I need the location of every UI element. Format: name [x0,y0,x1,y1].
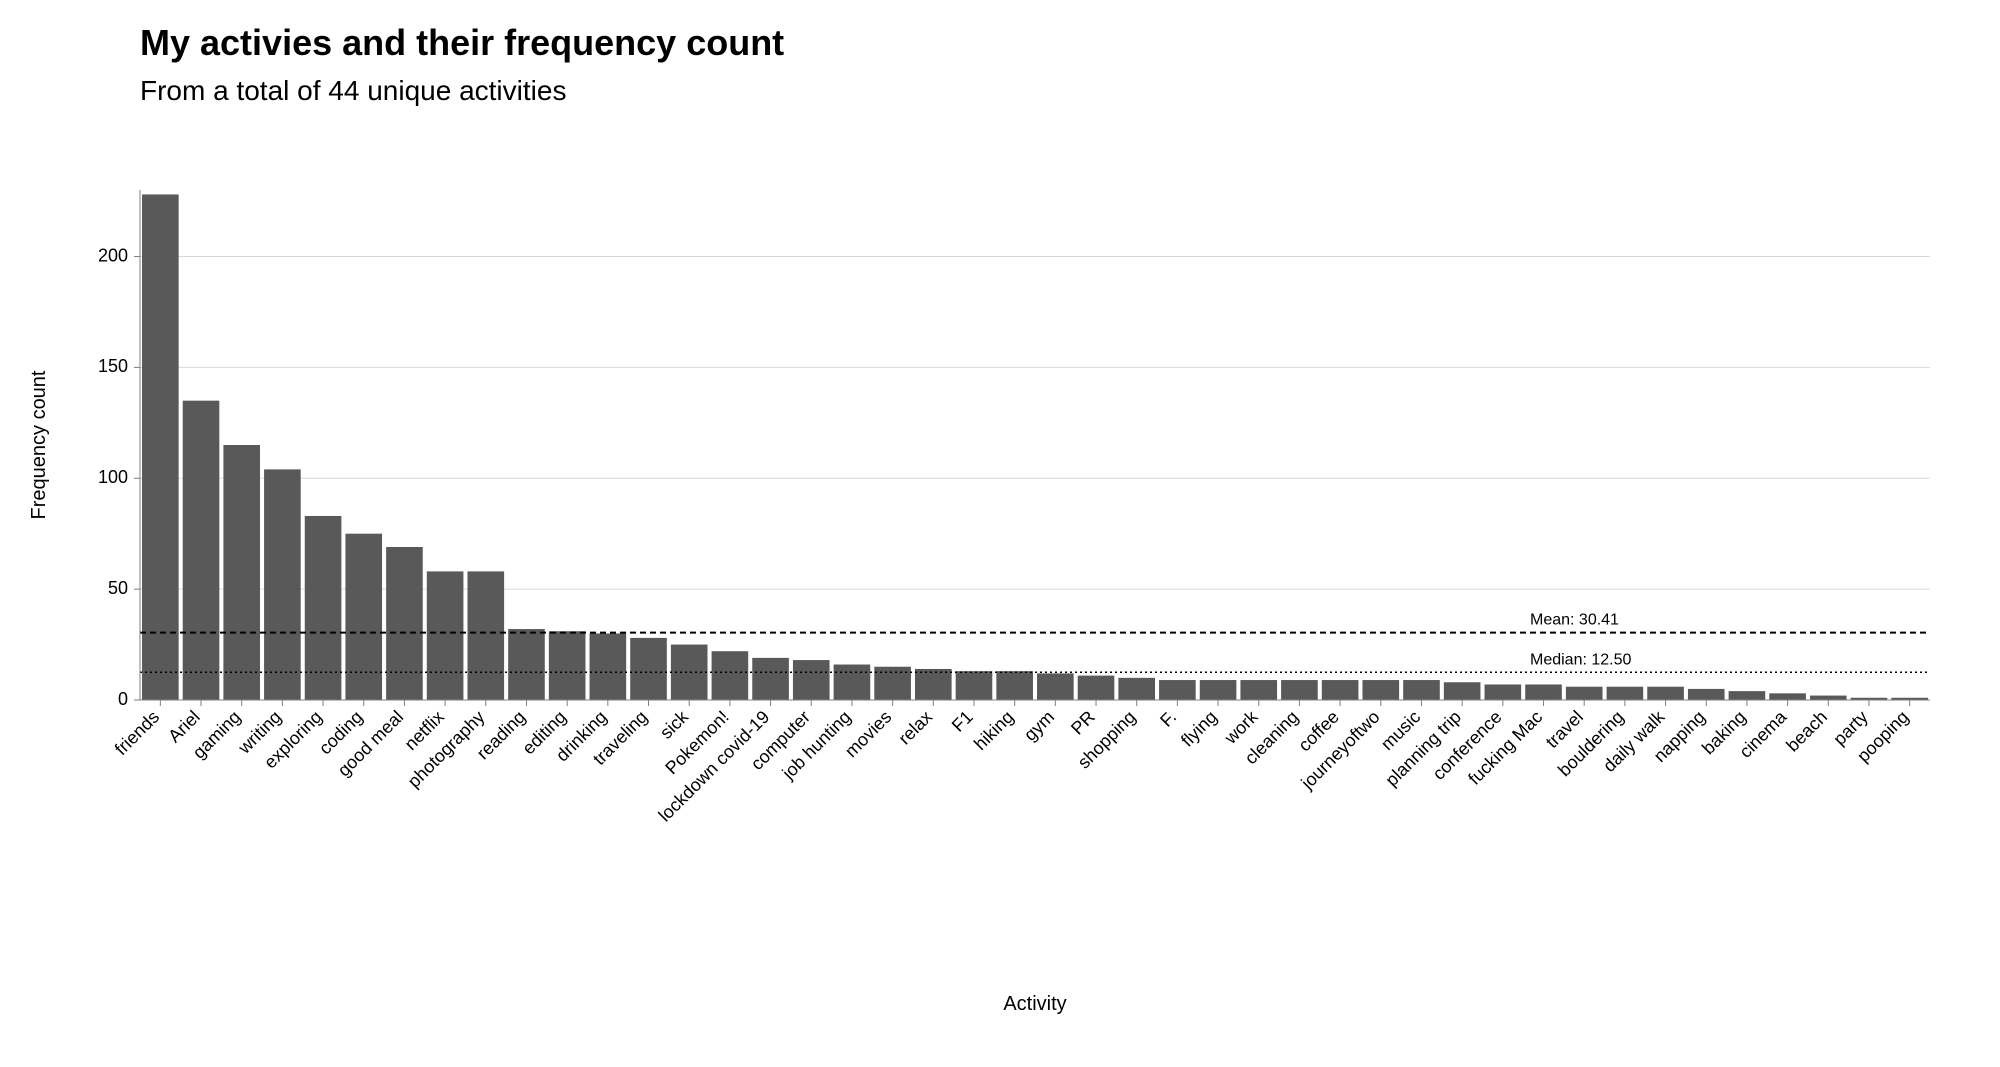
bar [630,638,667,700]
chart-subtitle: From a total of 44 unique activities [140,75,566,106]
bar [1240,680,1277,700]
y-axis-label: Frequency count [28,370,50,519]
chart-title: My activies and their frequency count [140,22,784,63]
y-tick-label: 50 [108,578,128,598]
y-tick-label: 100 [98,467,128,487]
bar [508,629,545,700]
mean-line-label: Mean: 30.41 [1530,612,1619,629]
bar [1525,684,1562,700]
bar [793,660,830,700]
bar [834,665,871,700]
bar [1810,696,1847,700]
chart-container: Mean: 30.41Median: 12.50050100150200frie… [0,0,2000,1067]
bar [956,671,993,700]
bar [223,445,260,700]
bar [1322,680,1359,700]
bar [752,658,789,700]
bar [1362,680,1399,700]
bar [1159,680,1196,700]
bar [386,547,423,700]
bar [1444,682,1481,700]
bar [183,401,220,700]
bar [1078,676,1115,700]
bar-chart-svg: Mean: 30.41Median: 12.50050100150200frie… [0,0,2000,1067]
bar [1729,691,1766,700]
x-axis-label: Activity [1003,993,1066,1015]
bar [1607,687,1644,700]
bar [142,194,179,700]
median-line-label: Median: 12.50 [1530,651,1632,668]
bar [264,469,301,700]
y-tick-label: 0 [118,689,128,709]
bar [1769,693,1806,700]
bar [915,669,952,700]
bar [1647,687,1684,700]
bar [1566,687,1603,700]
bar [712,651,749,700]
bar [1688,689,1725,700]
y-tick-label: 200 [98,245,128,265]
bar [427,571,464,700]
y-tick-label: 150 [98,356,128,376]
bar [590,633,627,700]
bar [1118,678,1155,700]
bar [1281,680,1318,700]
bar [467,571,504,700]
bar [549,631,586,700]
bar [345,534,382,700]
bar [1200,680,1237,700]
bar [996,671,1033,700]
bar [1485,684,1522,700]
bar [1037,673,1074,700]
bar [1403,680,1440,700]
